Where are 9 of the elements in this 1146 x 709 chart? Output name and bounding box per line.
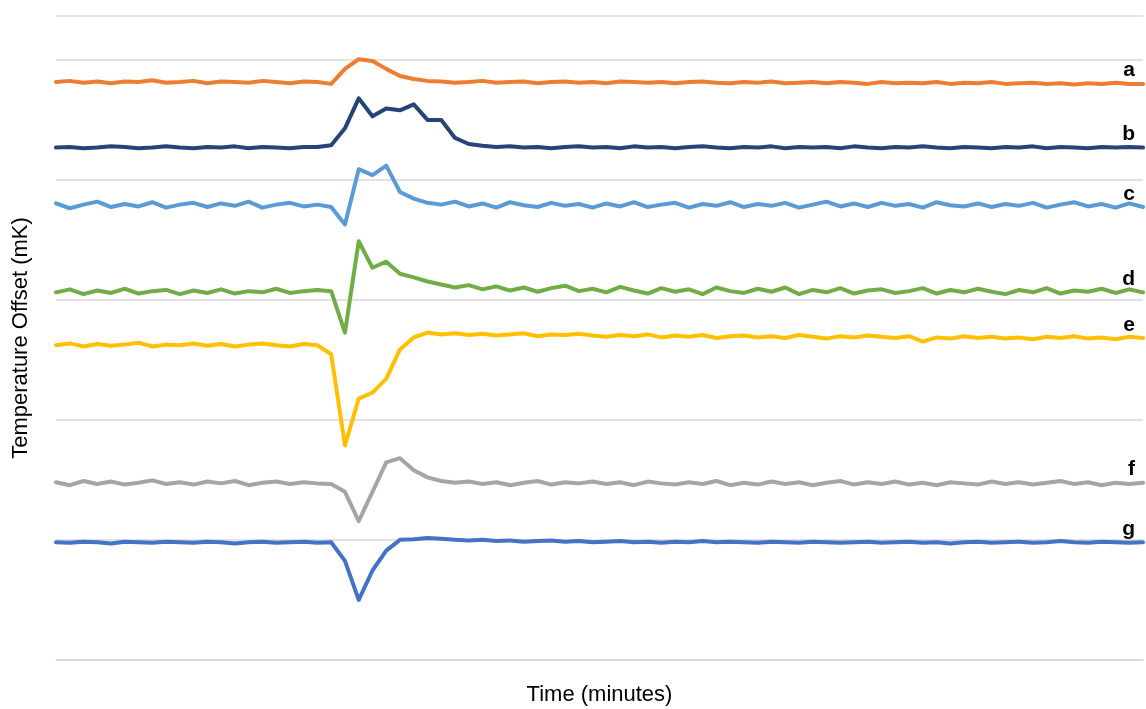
y-axis-title: Temperature Offset (mK) bbox=[6, 217, 32, 459]
series-label: d bbox=[1122, 265, 1135, 289]
series-label: e bbox=[1123, 311, 1135, 335]
series-label: a bbox=[1123, 57, 1136, 81]
x-axis-title: Time (minutes) bbox=[526, 680, 673, 706]
series-label: c bbox=[1123, 180, 1136, 204]
series-label: g bbox=[1122, 515, 1135, 539]
series-label: f bbox=[1128, 456, 1136, 480]
series-label: b bbox=[1122, 121, 1135, 145]
